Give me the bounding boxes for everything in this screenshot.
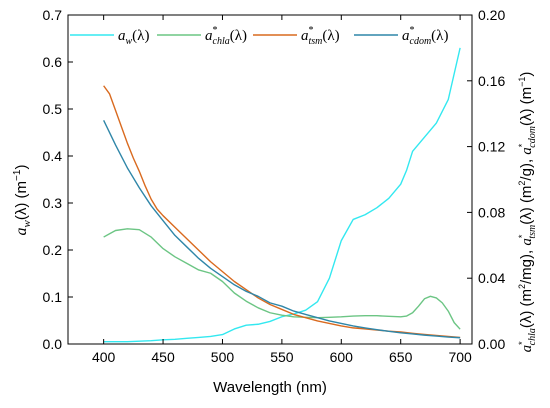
x-tick-label: 550 [270,349,294,365]
x-tick-label: 450 [151,349,175,365]
y-left-tick-label: 0.6 [43,54,63,70]
legend: aw(λ) a* chla(λ) a* tsm(λ) a* cdom(λ) [70,25,448,47]
y-left-tick-label: 0.2 [43,242,63,258]
y-left-tick-label: 0.3 [43,195,63,211]
x-tick-label: 500 [211,349,235,365]
x-axis-title: Wavelength (nm) [213,379,327,396]
series-line-2 [103,85,461,339]
plot-lines [103,47,461,343]
y-right-tick-label: 0.20 [478,7,505,23]
y-left-axis-ticks: 0.0 0.1 0.2 0.3 0.4 0.5 0.6 0.7 [43,7,73,352]
legend-label-3: a* cdom(λ) [402,25,448,47]
y-left-tick-label: 0.7 [43,7,63,23]
y-left-tick-label: 0.4 [43,148,63,164]
series-line-3 [103,119,461,339]
y-right-tick-label: 0.12 [478,139,505,155]
y-left-tick-label: 0.1 [43,289,63,305]
x-tick-label: 400 [92,349,116,365]
legend-label-0: aw(λ) [118,28,149,47]
y-left-tick-label: 0.5 [43,101,63,117]
x-tick-label: 700 [448,349,472,365]
legend-label-2: a* tsm(λ) [301,25,340,47]
series-line-1 [103,228,461,330]
plot-frame [67,14,473,345]
y-right-tick-label: 0.00 [478,336,505,352]
legend-label-1: a* chla(λ) [205,25,247,47]
y-left-tick-label: 0.0 [43,336,63,352]
x-tick-label: 600 [330,349,354,365]
y-right-tick-label: 0.08 [478,204,505,220]
series-line-0 [103,47,461,343]
y-right-tick-label: 0.04 [478,270,505,286]
y-right-axis-title: a*chla(λ) (m2/mg), a*tsm(λ) (m2/g), a*cd… [517,72,538,353]
y-right-tick-label: 0.16 [478,73,505,89]
x-axis-ticks: 400 450 500 550 600 650 700 [92,15,472,365]
y-left-axis-title: aw(λ) (m−1) [12,165,33,236]
x-tick-label: 650 [389,349,413,365]
y-right-axis-ticks: 0.00 0.04 0.08 0.12 0.16 0.20 [467,7,505,352]
